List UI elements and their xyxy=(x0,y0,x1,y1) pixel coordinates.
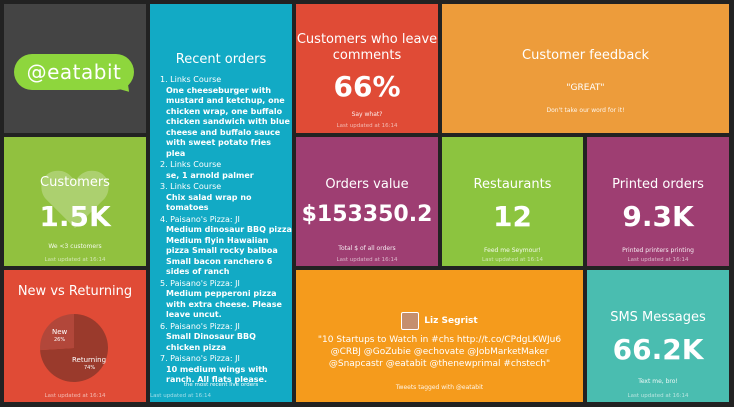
printed-orders-updated: Last updated at 16:14 xyxy=(627,257,689,263)
order-desc: One cheeseburger with mustard and ketchu… xyxy=(166,85,290,158)
logo-text: @eatabit xyxy=(26,60,122,84)
sms-updated: Last updated at 16:14 xyxy=(627,393,689,399)
feedback-tile: Customer feedback "GREAT" Don't take our… xyxy=(442,4,729,133)
heart-icon xyxy=(41,170,109,229)
new-vs-returning-tile: New vs Returning New 26% Returning 74% L… xyxy=(4,270,146,402)
order-item: 5. Paisano's Pizza: JI Medium pepperoni p… xyxy=(160,279,292,321)
order-name: 5. Paisano's Pizza: JI xyxy=(160,278,240,288)
recent-orders-updated: Last updated at 16:14 xyxy=(150,393,211,399)
tweet-tile: Liz Segrist "10 Startups to Watch in #ch… xyxy=(296,270,583,402)
avatar xyxy=(401,312,420,330)
restaurants-title: Restaurants xyxy=(473,177,552,192)
order-name: 3. Links Course xyxy=(160,182,222,191)
tweet-user: Liz Segrist xyxy=(424,316,478,326)
order-item: 6. Paisano's Pizza: JI Small Dinosaur BBQ… xyxy=(160,322,292,354)
customers-value: 1.5K xyxy=(39,200,111,233)
restaurants-updated: Last updated at 16:14 xyxy=(482,257,543,263)
orders-list: 1. Links Course One cheeseburger with mus… xyxy=(160,75,292,386)
pie-slice-new xyxy=(40,314,74,351)
sms-tile: SMS Messages 66.2K Text me, bro! Last up… xyxy=(587,270,729,402)
order-item: 3. Links Course Chix salad wrap no tomato… xyxy=(160,182,292,214)
orders-value-updated: Last updated at 16:14 xyxy=(336,257,398,263)
customers-subtitle: We <3 customers xyxy=(48,243,102,250)
recent-orders-tile: Recent orders 1. Links Course One cheeseb… xyxy=(150,4,292,402)
orders-value-amount: $153350.2 xyxy=(301,202,433,227)
order-name: 2. Links Course xyxy=(160,160,222,169)
order-item: 1. Links Course One cheeseburger with mus… xyxy=(160,75,292,159)
order-name: 7. Paisano's Pizza: JI xyxy=(160,354,240,363)
orders-value-subtitle: Total $ of all orders xyxy=(338,245,396,252)
order-desc: Chix salad wrap no tomatoes xyxy=(166,192,252,213)
orders-value-tile: Orders value $153350.2 Total $ of all or… xyxy=(296,137,438,266)
restaurants-subtitle: Feed me Seymour! xyxy=(484,247,541,254)
printed-orders-title: Printed orders xyxy=(612,177,704,192)
order-desc: 10 medium wings with ranch. All flats pl… xyxy=(166,364,268,385)
comments-tile: Customers who leave comments 66% Say wha… xyxy=(296,4,438,133)
new-vs-returning-title: New vs Returning xyxy=(17,284,133,299)
order-name: 6. Paisano's Pizza: JI xyxy=(160,321,240,331)
printed-orders-tile: Printed orders 9.3K Printed printers pri… xyxy=(587,137,729,266)
eatabit-logo: @eatabit xyxy=(14,54,134,90)
order-desc: Medium dinosaur BBQ pizza Medium flyin H… xyxy=(166,225,292,276)
order-name: 1. Links Course xyxy=(160,75,222,84)
tweet-header: Liz Segrist xyxy=(296,312,583,330)
pie-label-new: New xyxy=(52,328,68,336)
printed-orders-subtitle: Printed printers printing xyxy=(622,247,694,254)
order-desc: se, 1 arnold palmer xyxy=(166,170,254,180)
logo-tile: @eatabit xyxy=(4,4,146,133)
recent-orders-title: Recent orders xyxy=(175,52,267,67)
comments-subtitle: Say what? xyxy=(351,111,383,118)
comments-value: 66% xyxy=(333,70,401,103)
new-vs-returning-updated: Last updated at 16:14 xyxy=(44,393,106,399)
orders-value-title: Orders value xyxy=(325,177,409,192)
pie-pct-new: 26% xyxy=(54,337,65,343)
order-item: 4. Paisano's Pizza: JI Medium dinosaur BB… xyxy=(160,215,292,278)
comments-title: Customers who leave comments xyxy=(296,32,438,63)
sms-title: SMS Messages xyxy=(610,310,706,325)
pie-slice-returning xyxy=(40,314,108,382)
pie-label-returning: Returning xyxy=(72,356,106,364)
pie-pct-returning: 74% xyxy=(84,365,95,371)
order-desc: Small Dinosaur BBQ chicken pizza xyxy=(166,332,256,352)
order-item: 2. Links Course se, 1 arnold palmer xyxy=(160,160,292,181)
order-item: 7. Paisano's Pizza: JI 10 medium wings wi… xyxy=(160,354,292,386)
order-name: 4. Paisano's Pizza: JI xyxy=(160,214,240,224)
tweet-subtitle: Tweets tagged with @eatabit xyxy=(395,384,484,391)
sms-subtitle: Text me, bro! xyxy=(638,378,678,385)
feedback-title: Customer feedback xyxy=(522,48,649,63)
tweet-text: "10 Startups to Watch in #chs http://t.c… xyxy=(317,335,562,369)
feedback-subtitle: Don't take our word for it! xyxy=(546,107,625,114)
order-desc: Medium pepperoni pizza with extra cheese… xyxy=(166,289,282,319)
printed-orders-value: 9.3K xyxy=(622,200,694,233)
customers-tile: Customers 1.5K We <3 customers Last upda… xyxy=(4,137,146,266)
new-vs-returning-pie: New 26% Returning 74% xyxy=(40,314,108,382)
recent-orders-footer: the most recent live orders xyxy=(183,382,259,388)
customers-title: Customers xyxy=(40,175,110,190)
customers-updated: Last updated at 16:14 xyxy=(44,257,106,263)
comments-updated: Last updated at 16:14 xyxy=(336,123,398,129)
restaurants-value: 12 xyxy=(493,200,532,233)
sms-value: 66.2K xyxy=(612,333,704,366)
feedback-quote: "GREAT" xyxy=(566,83,605,93)
restaurants-tile: Restaurants 12 Feed me Seymour! Last upd… xyxy=(442,137,583,266)
